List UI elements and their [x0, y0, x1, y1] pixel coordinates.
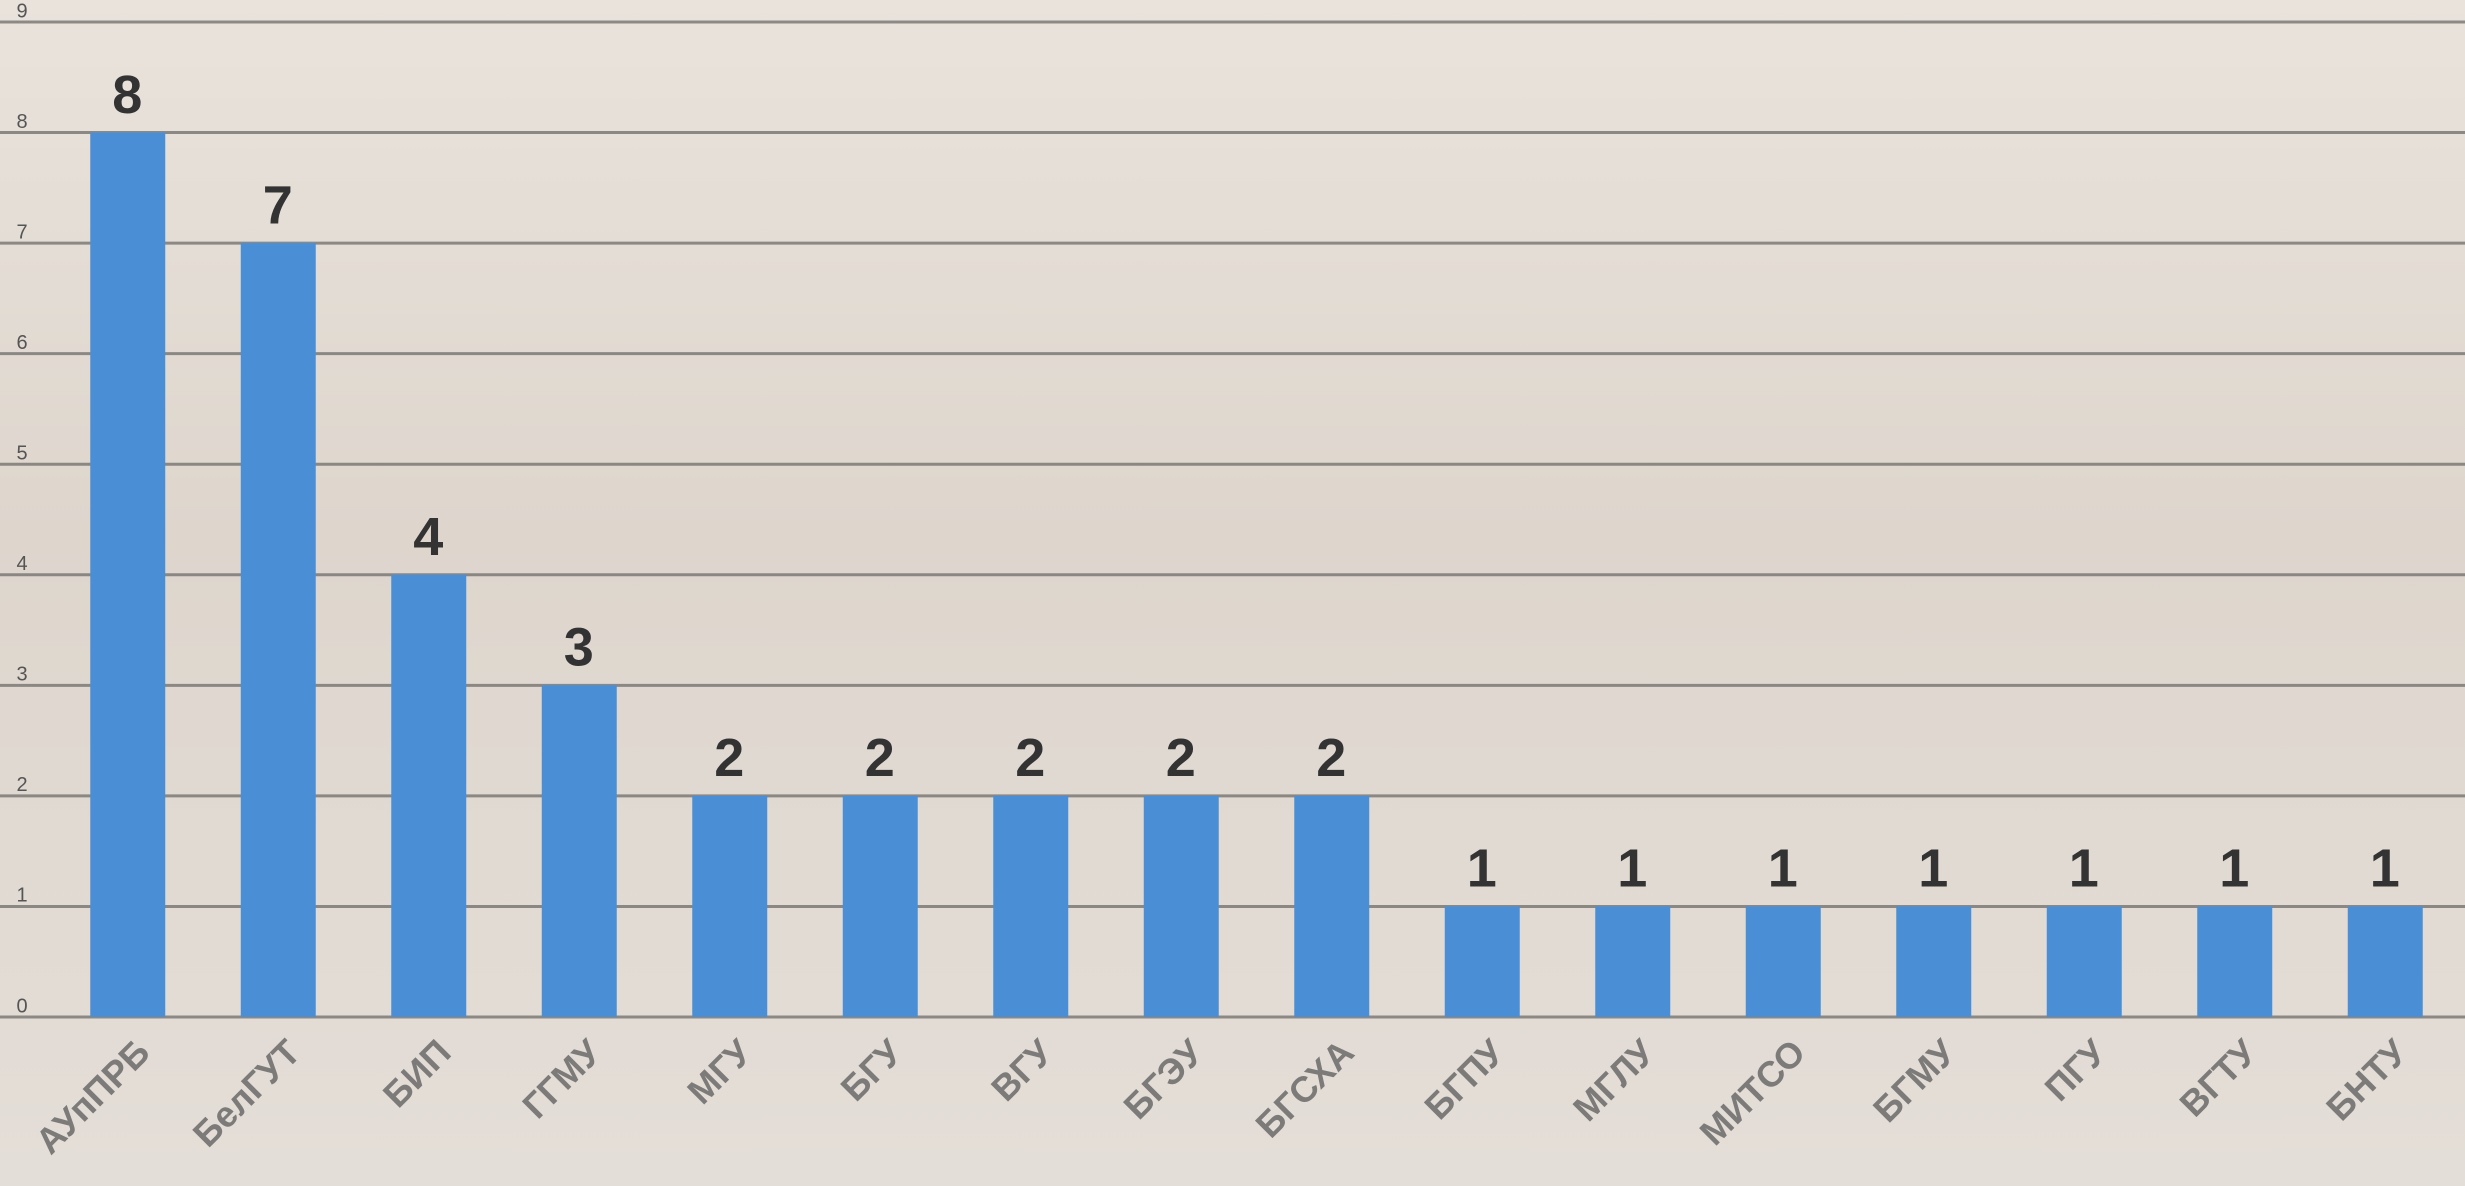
bar [2197, 906, 2273, 1017]
bar [2347, 906, 2423, 1017]
bar [240, 243, 316, 1018]
x-tick-label: БИП [375, 1031, 459, 1115]
value-label: 2 [714, 728, 744, 788]
bar [993, 795, 1069, 1017]
value-label: 4 [413, 507, 443, 567]
bar [2046, 906, 2122, 1017]
value-label: 2 [1316, 728, 1346, 788]
y-tick-label: 3 [16, 664, 27, 686]
value-label: 7 [263, 175, 293, 235]
y-tick-label: 1 [16, 885, 27, 907]
x-tick-label: БНТУ [2318, 1031, 2415, 1128]
bar [842, 795, 918, 1017]
x-tick-label: МГЛУ [1565, 1031, 1663, 1129]
x-tick-label: АУпПРБ [27, 1031, 157, 1161]
value-label: 1 [1467, 839, 1497, 899]
bar [90, 132, 166, 1018]
value-label: 1 [2069, 839, 2099, 899]
x-tick-label: БГМУ [1865, 1031, 1964, 1130]
y-tick-label: 8 [16, 111, 27, 133]
y-tick-label: 9 [16, 0, 27, 22]
bar [541, 685, 617, 1017]
x-tick-label: ВГТУ [2171, 1031, 2265, 1125]
x-tick-label: ВГУ [983, 1031, 1061, 1109]
x-tick-label: БелГУТ [185, 1031, 308, 1154]
x-tick-label: БГПУ [1416, 1031, 1512, 1127]
value-label: 1 [2219, 839, 2249, 899]
y-tick-label: 4 [16, 553, 27, 575]
y-tick-label: 0 [16, 995, 27, 1017]
value-label: 8 [112, 65, 142, 125]
y-tick-label: 7 [16, 221, 27, 243]
value-label: 2 [1015, 728, 1045, 788]
x-tick-label: МИТСО [1692, 1031, 1814, 1153]
x-tick-label: МГУ [679, 1031, 760, 1112]
x-tick-label: ПГУ [2037, 1031, 2115, 1109]
bar [692, 795, 768, 1017]
bar [1745, 906, 1821, 1017]
bar [1143, 795, 1219, 1017]
bar [1294, 795, 1370, 1017]
value-label: 1 [1918, 839, 1948, 899]
value-label: 2 [865, 728, 895, 788]
value-label: 1 [2370, 839, 2400, 899]
bar [391, 574, 467, 1017]
x-tick-label: БГУ [833, 1031, 911, 1109]
value-label: 1 [1617, 839, 1647, 899]
bar [1896, 906, 1972, 1017]
x-tick-label: БГСХА [1247, 1031, 1361, 1145]
x-tick-label: БГЭУ [1115, 1031, 1211, 1127]
x-tick-label: ГГМУ [514, 1031, 609, 1126]
bar [1444, 906, 1520, 1017]
value-label: 1 [1768, 839, 1798, 899]
y-tick-label: 2 [16, 774, 27, 796]
value-label: 2 [1166, 728, 1196, 788]
y-tick-label: 5 [16, 443, 27, 465]
y-tick-label: 6 [16, 332, 27, 354]
bar [1595, 906, 1671, 1017]
value-label: 3 [564, 618, 594, 678]
